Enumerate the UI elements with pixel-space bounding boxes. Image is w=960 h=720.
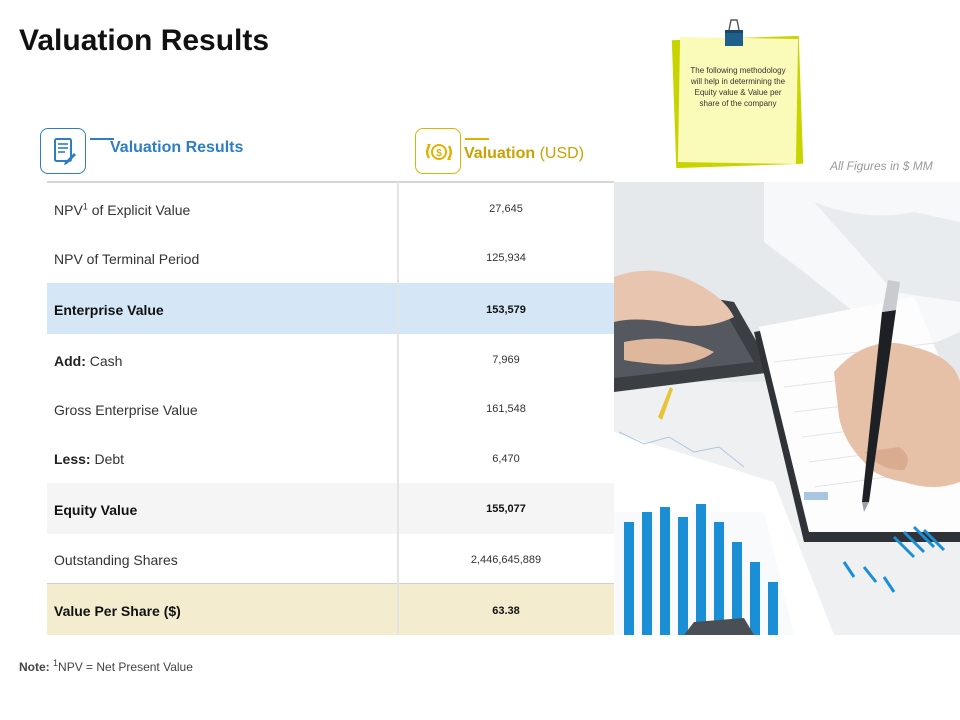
business-photo [614,182,960,635]
svg-text:$: $ [436,148,442,159]
table-row: Add: Cash 7,969 [47,334,614,384]
row-label: Add: Cash [54,353,123,369]
row-label: Less: Debt [54,451,125,467]
table-row: NPV of Terminal Period 125,934 [47,233,614,283]
table-row: Gross Enterprise Value 161,548 [47,384,614,434]
row-label: Gross Enterprise Value [54,402,198,418]
row-label: NPV1 of Explicit Value [54,201,191,218]
row-value: 6,470 [492,453,520,465]
row-value: 161,548 [486,403,526,415]
table-column-divider [397,182,399,635]
page-title: Valuation Results [19,24,270,57]
row-label: Enterprise Value [54,302,164,318]
table-row: NPV1 of Explicit Value 27,645 [47,182,614,233]
table-row-value-per-share: Value Per Share ($) 63.38 [47,584,614,635]
row-label: Outstanding Shares [54,552,178,568]
table-row: Outstanding Shares 2,446,645,889 [47,534,614,584]
row-value: 63.38 [492,605,520,617]
row-label: NPV of Terminal Period [54,251,200,267]
row-value: 7,969 [492,354,520,366]
footnote-marker: 1 [82,201,88,212]
row-value: 125,934 [486,252,526,264]
sticky-note-text: The following methodology will help in d… [690,66,786,108]
row-value: 153,579 [486,304,526,316]
row-label: Value Per Share ($) [54,603,181,619]
header-accent-line [465,138,489,140]
header-accent-line [90,138,114,140]
footnote: Note: 1NPV = Net Present Value [19,658,193,675]
table-row-equity-value: Equity Value 155,077 [47,483,614,534]
footnote-marker: 1 [53,658,59,668]
valuation-usd-heading: Valuation (USD) [464,145,584,163]
row-value: 27,645 [489,203,523,215]
table-row-enterprise-value: Enterprise Value 153,579 [47,283,614,334]
valuation-label: Valuation [464,145,536,162]
table-divider [47,583,614,584]
valuation-results-heading: Valuation Results [110,139,244,156]
currency-unit: (USD) [539,145,585,162]
figures-note: All Figures in $ MM [830,159,933,173]
sticky-note: The following methodology will help in d… [671,18,807,170]
document-edit-icon [40,128,86,174]
row-label: Equity Value [54,502,138,518]
dollar-cycle-icon: $ [415,128,461,174]
row-value: 155,077 [486,503,526,515]
table-row: Less: Debt 6,470 [47,434,614,483]
table-top-rule [47,181,614,183]
row-value: 2,446,645,889 [470,554,542,566]
footnote-label: Note: [19,660,50,674]
footnote-text: NPV = Net Present Value [58,660,193,674]
binder-clip-icon [725,19,743,46]
